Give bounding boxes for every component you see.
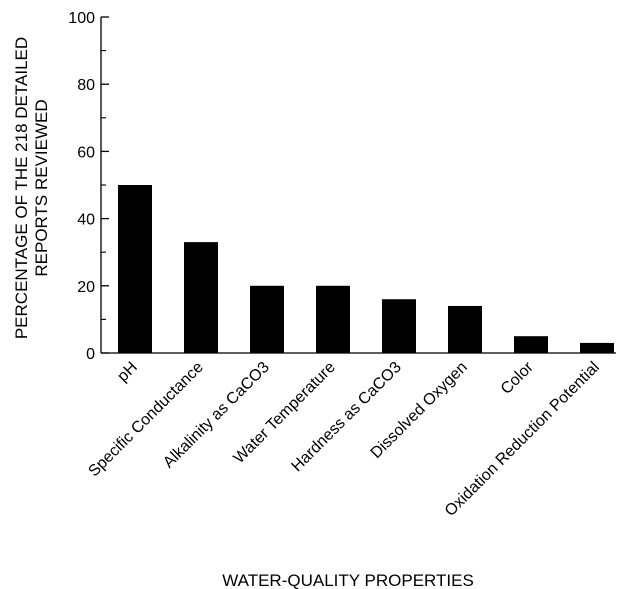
bar — [316, 285, 350, 353]
bar — [382, 299, 416, 353]
bar — [118, 185, 152, 353]
bar — [250, 285, 284, 353]
y-tick-label: 20 — [77, 279, 95, 296]
x-category-label: pH — [114, 359, 140, 385]
x-category-label: Specific Conductance — [85, 359, 207, 481]
y-tick-label: 60 — [77, 144, 95, 161]
bar — [580, 342, 614, 353]
y-axis-ticks: 0 20 40 60 80 100 — [68, 10, 109, 363]
y-tick-label: 40 — [77, 212, 95, 229]
bar — [184, 242, 218, 353]
y-tick-label: 80 — [77, 77, 95, 94]
y-tick-label: 100 — [68, 10, 95, 27]
bar — [514, 336, 548, 353]
plot-frame — [100, 17, 616, 354]
y-axis-title-line-1: PERCENTAGE OF THE 218 DETAILED — [12, 37, 31, 339]
x-axis-title: WATER-QUALITY PROPERTIES — [222, 571, 474, 589]
bars — [118, 185, 614, 353]
bar — [448, 305, 482, 353]
y-axis-title-line-2: REPORTS REVIEWED — [32, 99, 51, 276]
y-tick-label: 0 — [86, 346, 95, 363]
x-category-label: Hardness as CaCO3 — [288, 359, 404, 475]
x-category-label: Color — [498, 358, 538, 398]
